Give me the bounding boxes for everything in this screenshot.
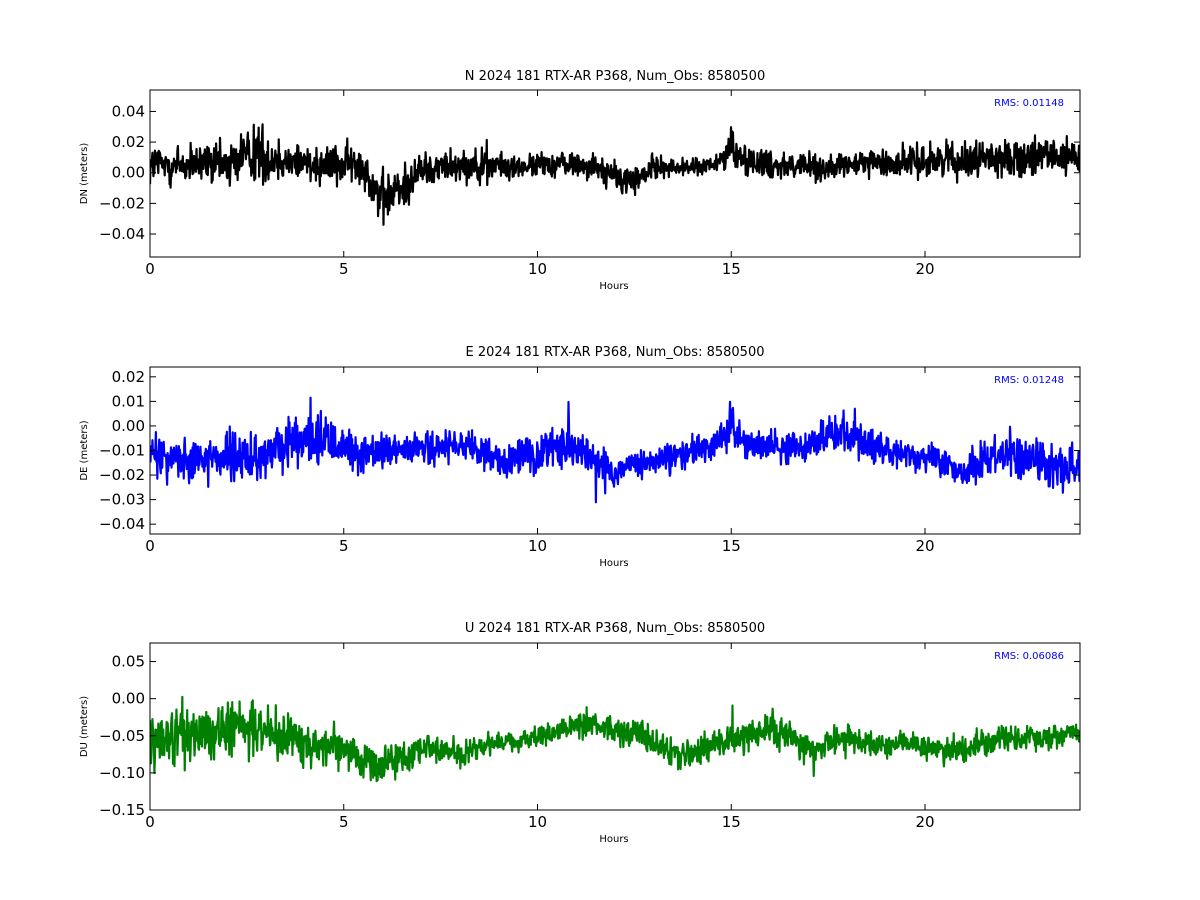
- rms-label: RMS: 0.06086: [994, 651, 1064, 662]
- x-axis-label: Hours: [599, 558, 628, 569]
- y-tick-label: −0.04: [99, 515, 145, 533]
- panel-title: E 2024 181 RTX-AR P368, Num_Obs: 8580500: [466, 345, 765, 360]
- x-tick-label: 10: [528, 260, 547, 278]
- y-tick-label: −0.05: [99, 727, 145, 745]
- x-tick-label: 15: [722, 260, 741, 278]
- x-tick-label: 20: [915, 537, 934, 555]
- y-tick-label: −0.02: [99, 466, 145, 484]
- panel-east: E 2024 181 RTX-AR P368, Num_Obs: 8580500…: [79, 345, 1081, 569]
- x-tick-label: 5: [339, 260, 349, 278]
- x-tick-label: 5: [339, 537, 349, 555]
- rms-label: RMS: 0.01248: [994, 375, 1064, 386]
- panel-title: U 2024 181 RTX-AR P368, Num_Obs: 8580500: [465, 621, 765, 636]
- y-tick-label: 0.05: [112, 653, 145, 671]
- y-tick-label: −0.03: [99, 491, 145, 509]
- y-tick-label: 0.00: [112, 417, 145, 435]
- y-tick-label: 0.01: [112, 392, 145, 410]
- series-line: [150, 695, 1080, 783]
- y-tick-label: 0.04: [112, 102, 145, 120]
- x-tick-label: 0: [145, 537, 155, 555]
- x-axis-label: Hours: [599, 281, 628, 292]
- y-axis-label: DN (meters): [79, 143, 90, 205]
- y-tick-label: −0.15: [99, 801, 145, 819]
- x-tick-label: 0: [145, 813, 155, 831]
- y-tick-label: 0.02: [112, 368, 145, 386]
- panel-title: N 2024 181 RTX-AR P368, Num_Obs: 8580500: [465, 69, 765, 84]
- y-tick-label: 0.00: [112, 164, 145, 182]
- x-tick-label: 0: [145, 260, 155, 278]
- x-tick-label: 5: [339, 813, 349, 831]
- y-tick-label: −0.10: [99, 764, 145, 782]
- x-tick-label: 10: [528, 813, 547, 831]
- plot-area-east: 0 5 10 15 20 0.02 0.01 0.00 −0.01 −0.02 −0.03 −0.04: [99, 366, 1081, 555]
- x-tick-label: 15: [722, 537, 741, 555]
- x-tick-label: 15: [722, 813, 741, 831]
- y-tick-label: −0.04: [99, 225, 145, 243]
- x-tick-label: 20: [915, 260, 934, 278]
- series-line: [150, 396, 1080, 504]
- series-line: [150, 123, 1080, 226]
- axes-frame: [149, 642, 1081, 811]
- plot-area-up: 0 5 10 15 20 0.05 0.00 −0.05 −0.10 −0.15: [99, 642, 1081, 831]
- plot-area-north: 0 5 10 15 20 0.04 0.02 0.00 −0.02 −0.04: [99, 89, 1081, 278]
- panel-north: N 2024 181 RTX-AR P368, Num_Obs: 8580500…: [79, 69, 1081, 292]
- x-tick-label: 20: [915, 813, 934, 831]
- y-tick-label: 0.00: [112, 690, 145, 708]
- panel-up: U 2024 181 RTX-AR P368, Num_Obs: 8580500…: [79, 621, 1081, 845]
- y-axis-label: DE (meters): [79, 420, 90, 480]
- x-tick-label: 10: [528, 537, 547, 555]
- y-tick-label: 0.02: [112, 133, 145, 151]
- rms-label: RMS: 0.01148: [994, 98, 1064, 109]
- x-axis-label: Hours: [599, 834, 628, 845]
- y-axis-label: DU (meters): [79, 696, 90, 757]
- y-tick-label: −0.02: [99, 194, 145, 212]
- y-tick-label: −0.01: [99, 442, 145, 460]
- axes-frame: [149, 89, 1081, 258]
